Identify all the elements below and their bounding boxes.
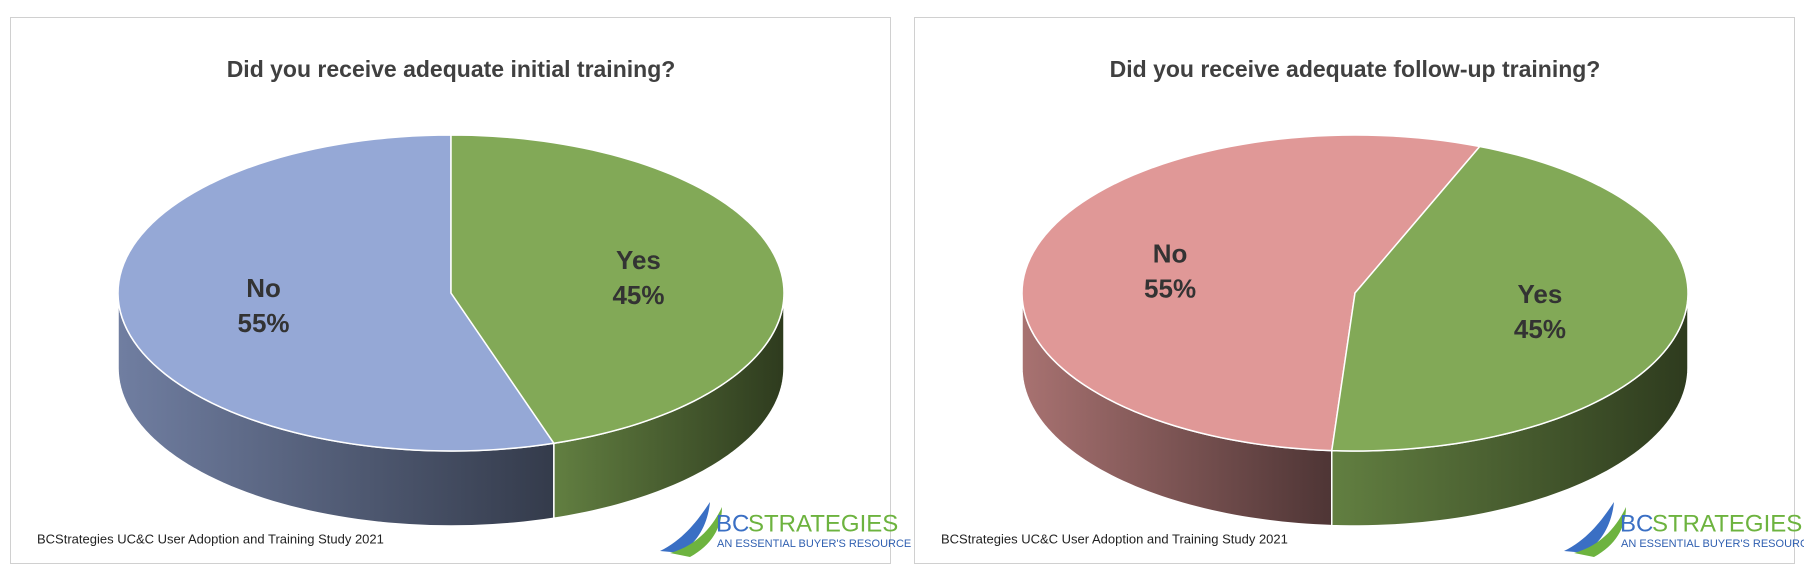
- slice-category: Yes: [1518, 279, 1563, 309]
- logo-brand: BC: [1620, 510, 1653, 537]
- source-note: BCStrategies UC&C User Adoption and Trai…: [37, 531, 384, 546]
- logo-brand: BC: [716, 510, 749, 537]
- slice-value-label: 55%: [1144, 274, 1196, 304]
- chart-title: Did you receive adequate follow-up train…: [1110, 56, 1601, 82]
- pie-slice: [450, 134, 785, 445]
- logo-swoosh: [670, 507, 722, 557]
- logo-tagline: AN ESSENTIAL BUYER'S RESOURCE: [717, 538, 911, 550]
- pie-slice: [1021, 134, 1482, 452]
- slice-category: Yes: [616, 245, 661, 275]
- logo-swoosh: [1564, 502, 1614, 553]
- pie-slice: [117, 134, 556, 452]
- slice-category: No: [246, 273, 281, 303]
- slice-value-label: 45%: [1514, 314, 1566, 344]
- source-note: BCStrategies UC&C User Adoption and Trai…: [941, 531, 1288, 546]
- chart-panel: Did you receive adequate follow-up train…: [914, 17, 1804, 564]
- logo-tagline: AN ESSENTIAL BUYER'S RESOURCE: [1621, 538, 1804, 550]
- logo-brand2: STRATEGIES: [748, 510, 898, 537]
- chart-title: Did you receive adequate initial trainin…: [227, 56, 676, 82]
- chart-panel: Did you receive adequate initial trainin…: [10, 17, 911, 564]
- slice-value-label: 45%: [612, 280, 664, 310]
- logo-swoosh: [1574, 507, 1626, 557]
- logo-swoosh: [660, 502, 710, 553]
- pie-slice: [1330, 145, 1689, 452]
- slice-category: No: [1153, 239, 1188, 269]
- slice-value-label: 55%: [238, 308, 290, 338]
- logo-brand2: STRATEGIES: [1652, 510, 1802, 537]
